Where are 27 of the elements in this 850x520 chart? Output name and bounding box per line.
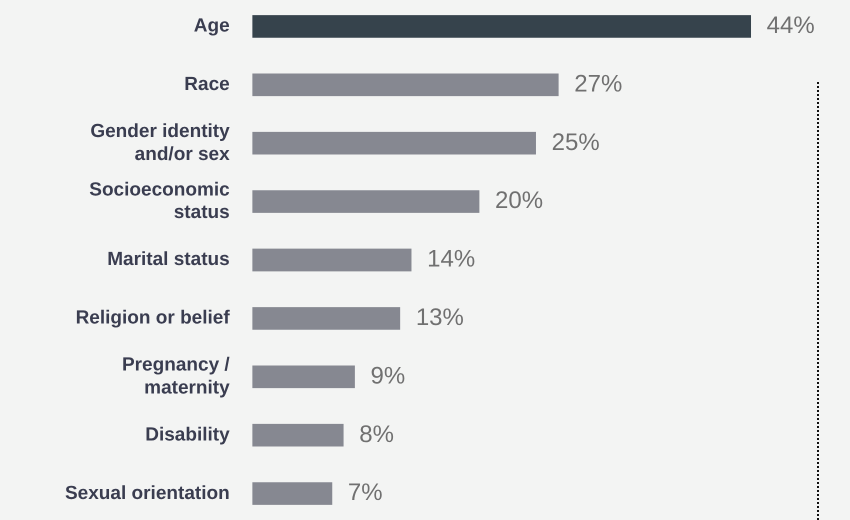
bar [252, 424, 344, 447]
y-tick-label: Age [194, 16, 230, 37]
bar [252, 248, 412, 272]
y-tick-label: Sexual orientation [65, 482, 230, 504]
y-tick-label: Race [184, 74, 230, 96]
y-tick-label: Religion or belief [76, 308, 230, 329]
y-tick-label: Marital status [107, 249, 230, 270]
bar [252, 15, 752, 38]
y-tick-label: Pregnancy / maternity [122, 354, 230, 398]
data-label: 27% [574, 70, 622, 98]
y-tick-label: Disability [145, 424, 230, 446]
bar [252, 73, 559, 96]
data-label: 25% [552, 128, 600, 156]
y-tick-label: Socioeconomic status [89, 179, 230, 224]
data-label: 20% [495, 187, 544, 214]
bar [252, 132, 536, 155]
data-label: 14% [427, 246, 476, 273]
data-label: 7% [348, 479, 383, 506]
bar [252, 482, 332, 505]
bar [252, 365, 355, 388]
data-label: 13% [416, 304, 464, 332]
data-label: 44% [766, 12, 815, 40]
data-label: 9% [370, 362, 406, 390]
y-tick-label: Gender identity and/or sex [90, 121, 230, 165]
bar [252, 190, 480, 213]
data-label: 8% [359, 420, 394, 448]
bar [252, 307, 400, 330]
